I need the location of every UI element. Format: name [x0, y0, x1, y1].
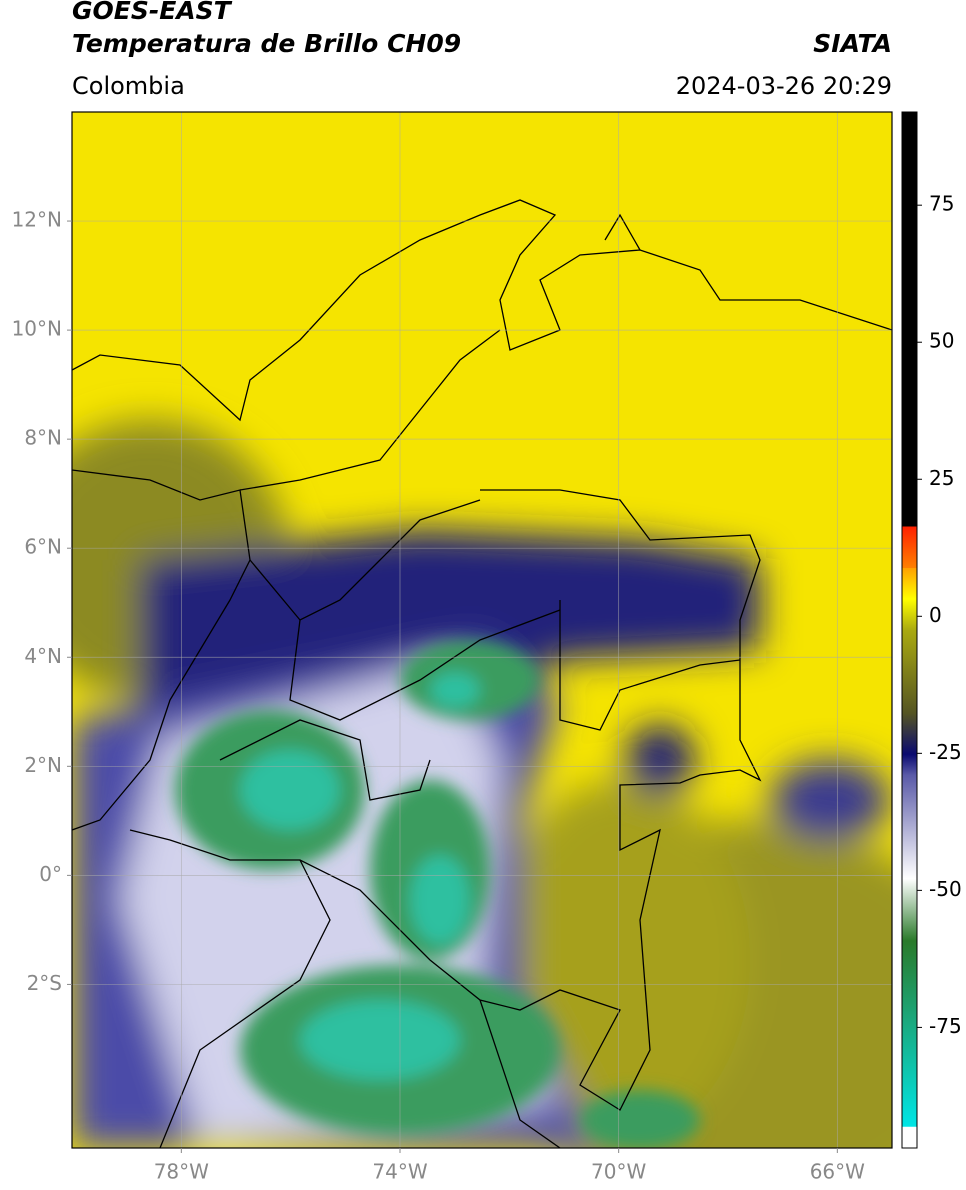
- map-frame: [71, 111, 893, 1149]
- title: GOES-EAST: [72, 0, 233, 25]
- y-tick-label: 12°N: [12, 208, 62, 232]
- y-tick-label: 6°N: [24, 535, 62, 559]
- y-tick-label: 4°N: [24, 644, 62, 668]
- x-tick-label: 78°W: [154, 1160, 209, 1184]
- colorbar-tick-label: -25: [929, 740, 962, 764]
- y-tick-label: 2°N: [24, 753, 62, 777]
- region: Colombia: [72, 72, 185, 100]
- colorbar-tick-label: 75: [929, 192, 954, 216]
- colorbar: [901, 111, 918, 1149]
- colorbar-tick-label: 0: [929, 603, 942, 627]
- colorbar-tick-label: 25: [929, 466, 954, 490]
- colorbar-tick-label: 50: [929, 329, 954, 353]
- x-tick-label: 74°W: [372, 1160, 427, 1184]
- y-tick-label: 8°N: [24, 426, 62, 450]
- y-tick-label: 2°S: [27, 971, 62, 995]
- colorbar-tick-label: -75: [929, 1014, 962, 1038]
- y-tick-label: 0°: [39, 862, 62, 886]
- subtitle: Temperatura de Brillo CH09: [72, 29, 461, 58]
- datetime: 2024-03-26 20:29: [676, 72, 892, 100]
- x-tick-label: 70°W: [591, 1160, 646, 1184]
- y-tick-label: 10°N: [12, 317, 62, 341]
- satellite-image: [72, 112, 892, 1148]
- graticule: [72, 112, 892, 1148]
- colorbar-tick-label: -50: [929, 877, 962, 901]
- source: SIATA: [813, 29, 892, 58]
- x-tick-label: 66°W: [810, 1160, 865, 1184]
